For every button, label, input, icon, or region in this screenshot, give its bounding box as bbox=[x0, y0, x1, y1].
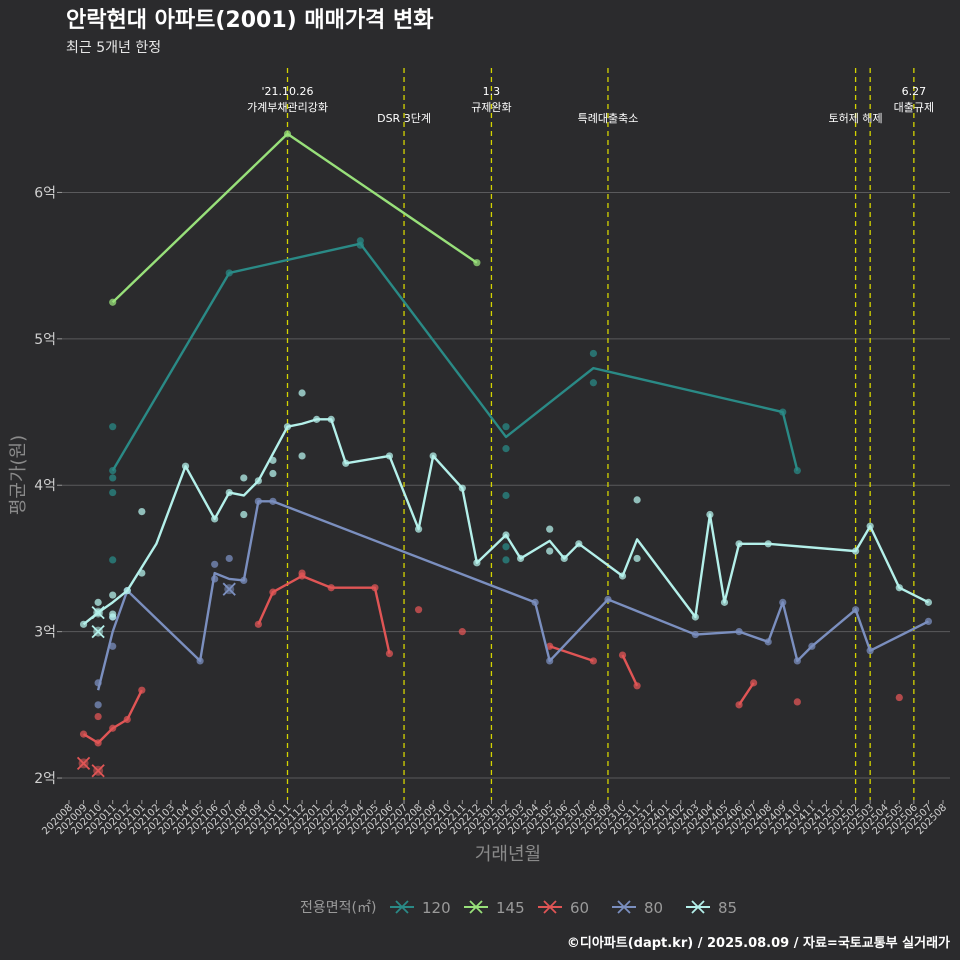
legend-key-cross bbox=[469, 900, 483, 914]
data-point bbox=[269, 469, 277, 478]
data-point bbox=[211, 560, 219, 568]
series-80 bbox=[94, 497, 933, 709]
series-line bbox=[96, 500, 929, 691]
y-axis: 2억 3억 4억 5억 6억 bbox=[34, 185, 62, 787]
event-label: 특례대출축소 bbox=[578, 112, 639, 125]
series-60 bbox=[76, 569, 903, 778]
cross-marker bbox=[91, 625, 105, 639]
y-tick-label: 4억 bbox=[34, 478, 56, 494]
cross-marker bbox=[76, 756, 91, 771]
chart-title: 안락현대 아파트(2001) 매매가격 변화 bbox=[66, 8, 433, 33]
legend-label: 60 bbox=[570, 899, 589, 917]
data-point bbox=[225, 554, 233, 563]
data-point bbox=[589, 379, 598, 387]
legend-label: 80 bbox=[644, 899, 663, 917]
data-point bbox=[502, 423, 510, 431]
data-point bbox=[109, 642, 117, 650]
data-point bbox=[109, 556, 117, 564]
event-label: 1.3 bbox=[483, 85, 501, 98]
series-line bbox=[257, 574, 391, 654]
cross-marker bbox=[91, 605, 105, 620]
x-axis: 2020082020092020102020112020122021012021… bbox=[40, 800, 949, 837]
data-point bbox=[633, 554, 641, 563]
footer-credit: ©디아파트(dapt.kr) / 2025.08.09 / 자료=국토교통부 실… bbox=[567, 935, 950, 951]
legend-title: 전용면적(㎡) bbox=[300, 900, 376, 916]
legend-label: 145 bbox=[496, 899, 525, 917]
series-line bbox=[111, 132, 478, 304]
legend: 전용면적(㎡) 120 145 60 80 85 bbox=[300, 899, 737, 917]
y-tick-label: 5억 bbox=[34, 332, 56, 348]
data-point bbox=[240, 474, 248, 482]
data-point bbox=[94, 598, 102, 606]
event-label: 6.27 bbox=[902, 85, 927, 98]
chart-subtitle: 최근 5개년 한정 bbox=[66, 40, 161, 56]
legend-key-cross bbox=[543, 900, 557, 914]
data-point bbox=[109, 591, 117, 599]
series-line bbox=[621, 654, 639, 687]
event-label: '21.10.26 bbox=[261, 85, 313, 98]
data-point bbox=[793, 467, 801, 475]
data-point bbox=[109, 613, 117, 621]
data-point bbox=[633, 496, 641, 504]
x-axis-label: 거래년월 bbox=[475, 844, 541, 865]
data-point bbox=[793, 698, 801, 706]
legend-key-cross bbox=[395, 900, 409, 914]
series-85 bbox=[79, 389, 933, 639]
data-point bbox=[109, 474, 117, 482]
data-point bbox=[94, 701, 102, 709]
data-point bbox=[298, 452, 306, 460]
data-point bbox=[502, 543, 510, 551]
data-point bbox=[298, 389, 306, 397]
series-line bbox=[111, 242, 799, 472]
series-line bbox=[549, 645, 594, 663]
data-point bbox=[502, 491, 510, 500]
series-line bbox=[82, 689, 143, 745]
event-label: 가계부채관리강화 bbox=[247, 101, 328, 114]
data-point bbox=[895, 693, 903, 702]
y-axis-label: 평균가(원) bbox=[8, 435, 29, 515]
series-line bbox=[738, 682, 755, 706]
event-label: 토허제 해제 bbox=[829, 111, 883, 125]
y-tick-label: 6억 bbox=[34, 185, 56, 201]
data-point bbox=[589, 349, 598, 358]
legend-label: 85 bbox=[718, 899, 737, 917]
legend-label: 120 bbox=[422, 899, 451, 917]
cross-marker bbox=[91, 764, 105, 778]
event-label: 대출규제 bbox=[894, 101, 934, 114]
event-label: 규제완화 bbox=[471, 101, 511, 114]
data-point bbox=[109, 488, 117, 497]
grid-lines bbox=[62, 191, 950, 779]
data-point bbox=[502, 556, 510, 564]
series-layer bbox=[76, 130, 933, 778]
data-point bbox=[138, 507, 146, 516]
cross-marker bbox=[222, 582, 236, 596]
data-point bbox=[240, 510, 248, 519]
legend-key-cross bbox=[691, 900, 705, 914]
y-tick-label: 3억 bbox=[34, 625, 56, 641]
legend-key-cross bbox=[617, 900, 631, 914]
series-120 bbox=[109, 237, 801, 564]
data-point bbox=[546, 525, 554, 533]
data-point bbox=[109, 423, 117, 431]
series-145 bbox=[109, 130, 481, 306]
data-point bbox=[415, 606, 423, 614]
data-point bbox=[94, 712, 102, 721]
data-point bbox=[502, 445, 510, 453]
y-tick-label: 2억 bbox=[34, 771, 56, 787]
data-point bbox=[458, 628, 466, 636]
data-point bbox=[298, 569, 306, 577]
event-label: DSR 3단계 bbox=[377, 112, 431, 125]
series-line bbox=[82, 418, 929, 626]
data-point bbox=[546, 547, 554, 555]
